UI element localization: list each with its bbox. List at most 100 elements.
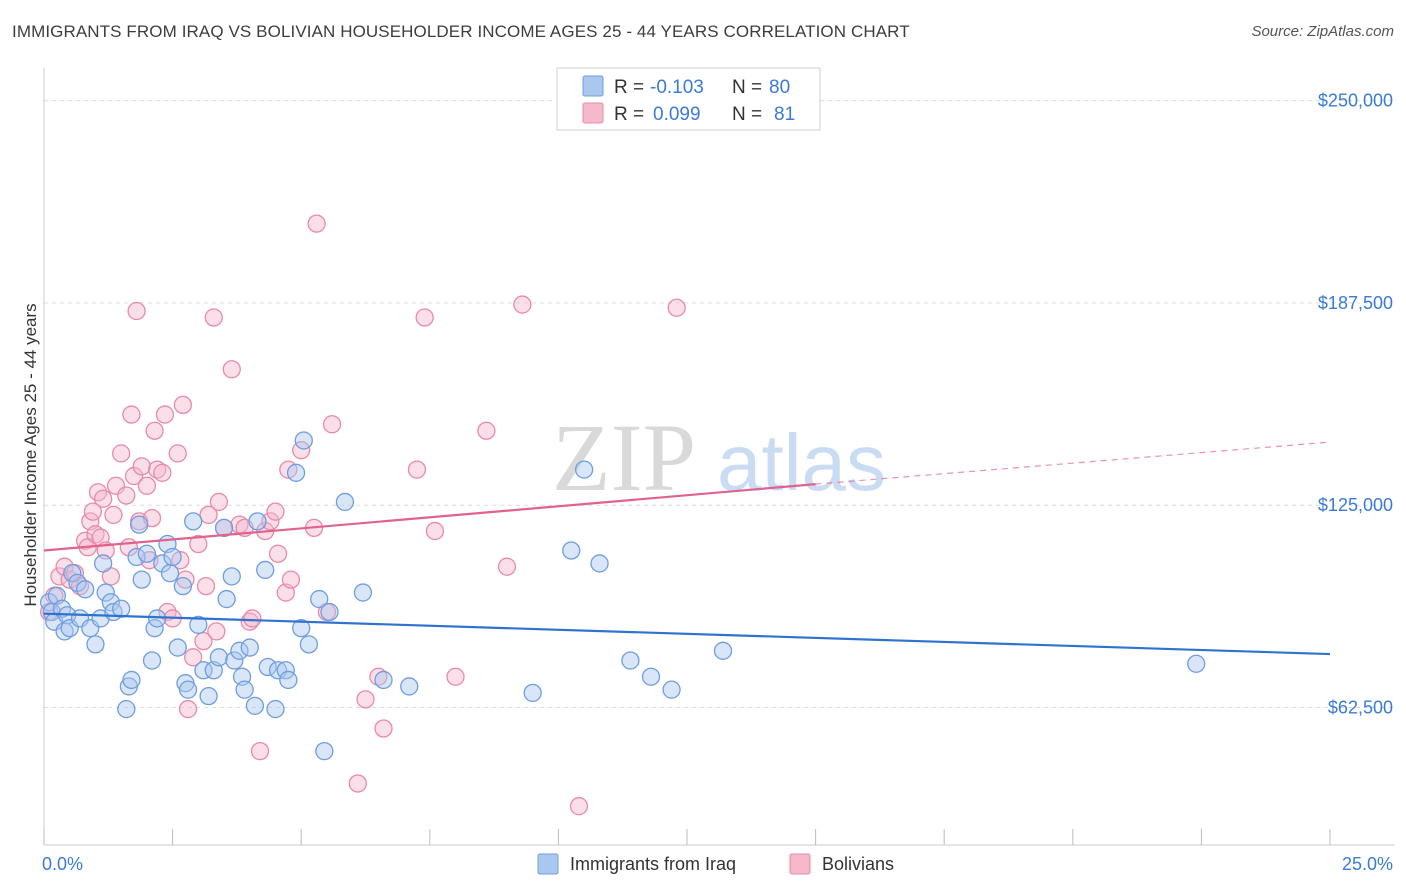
legend-r-label-bolivians: R =	[614, 104, 644, 125]
bolivians-point	[407, 460, 427, 479]
bolivians-point	[104, 505, 123, 525]
bolivians-point	[446, 667, 465, 686]
bolivians-point	[369, 667, 388, 686]
iraq-point	[76, 580, 95, 599]
y-tick-labels: $62,500 $125,000 $187,500 $250,000	[1318, 91, 1393, 718]
bolivians-point	[137, 476, 157, 495]
bolivians-point	[148, 460, 167, 479]
iraq-point	[299, 635, 319, 654]
watermark-atlas: atlas	[717, 418, 886, 507]
bolivians-point	[415, 308, 434, 327]
y-tick-label: $250,000	[1318, 91, 1393, 111]
x-tick-label-min: 0.0%	[42, 854, 83, 874]
iraq-point	[374, 670, 393, 690]
iraq-point	[245, 696, 265, 715]
iraq-point	[315, 741, 334, 761]
iraq-point	[173, 576, 193, 596]
bolivians-point	[168, 444, 187, 463]
iraq-point	[574, 460, 594, 479]
bolivians-point	[124, 466, 144, 486]
iraq-point	[142, 651, 162, 670]
trend-line-bolivians-extended	[815, 441, 1331, 485]
iraq-point	[240, 638, 259, 657]
trend-line-iraq	[43, 612, 1331, 656]
legend-n-label-bolivians: N =	[732, 104, 762, 125]
bolivians-point	[240, 612, 259, 631]
bolivians-point	[268, 544, 288, 563]
bolivians-point	[153, 463, 172, 482]
legend-r-value-bolivians: 0.099	[653, 104, 701, 125]
bolivians-point	[322, 415, 342, 434]
iraq-point	[713, 641, 733, 660]
bolivians-point	[356, 690, 375, 709]
bolivians-point	[266, 502, 285, 521]
iraq-point	[122, 670, 141, 690]
iraq-point	[168, 638, 187, 657]
chart-title: IMMIGRANTS FROM IRAQ VS BOLIVIAN HOUSEHO…	[12, 22, 910, 41]
iraq-point	[214, 518, 234, 537]
iraq-point	[235, 680, 254, 699]
iraq-point	[400, 677, 419, 696]
iraq-point	[641, 667, 661, 686]
trend-line-bolivians	[43, 483, 816, 552]
iraq-point	[137, 544, 157, 563]
iraq-point	[292, 619, 311, 638]
bolivians-point	[122, 405, 141, 424]
iraq-point	[127, 547, 146, 567]
bolivians-point	[348, 774, 367, 793]
watermark-zip: ZIP	[552, 404, 696, 511]
iraq-point	[248, 512, 267, 531]
iraq-point	[590, 554, 609, 573]
legend-n-label-iraq: N =	[732, 77, 762, 98]
bolivians-point	[189, 534, 208, 554]
bolivians-point	[145, 421, 164, 440]
iraq-point	[209, 648, 229, 667]
bolivians-point	[243, 609, 262, 628]
iraq-point	[353, 583, 373, 602]
iraq-point	[112, 599, 131, 618]
iraq-point	[217, 589, 236, 609]
bolivians-point	[281, 570, 301, 589]
bolivians-point	[173, 395, 193, 415]
iraq-point	[194, 661, 213, 680]
bolivians-point	[207, 622, 226, 641]
bolivians-point	[155, 405, 175, 424]
iraq-point	[320, 602, 339, 622]
iraq-point	[148, 609, 167, 628]
bolivians-point	[194, 631, 213, 651]
y-tick-label: $62,500	[1328, 697, 1393, 717]
bottom-legend-swatch-bolivians	[789, 853, 811, 875]
iraq-point	[256, 560, 275, 580]
chart-source: Source: ZipAtlas.com	[1251, 23, 1394, 40]
bolivians-point	[209, 492, 229, 512]
bolivians-point	[132, 457, 151, 476]
y-axis-title: Householder Income Ages 25 - 44 years	[21, 303, 40, 606]
bolivians-point	[261, 512, 280, 531]
bolivians-point	[196, 576, 216, 596]
iraq-point	[184, 512, 203, 531]
iraq-point	[96, 583, 115, 602]
bolivians-point	[250, 741, 270, 761]
iraq-point	[1187, 654, 1206, 673]
iraq-point	[117, 699, 136, 719]
series-iraq-points	[39, 431, 1206, 761]
bolivians-point	[667, 298, 686, 317]
iraq-point	[94, 554, 113, 573]
iraq-point	[286, 463, 306, 482]
bolivians-point	[83, 502, 103, 521]
iraq-point	[63, 564, 82, 583]
iraq-point	[130, 515, 149, 534]
bolivians-point	[204, 308, 223, 327]
iraq-point	[662, 680, 681, 699]
x-tick-label-max: 25.0%	[1342, 854, 1393, 874]
iraq-point	[86, 635, 105, 654]
bolivians-point	[477, 421, 496, 440]
bolivians-point	[117, 486, 136, 505]
bolivians-point	[178, 699, 198, 719]
iraq-point	[132, 570, 151, 589]
iraq-point	[225, 651, 244, 670]
iraq-point	[153, 554, 172, 573]
bolivians-point	[374, 719, 393, 738]
bottom-legend: Immigrants from Iraq Bolivians	[537, 853, 894, 875]
